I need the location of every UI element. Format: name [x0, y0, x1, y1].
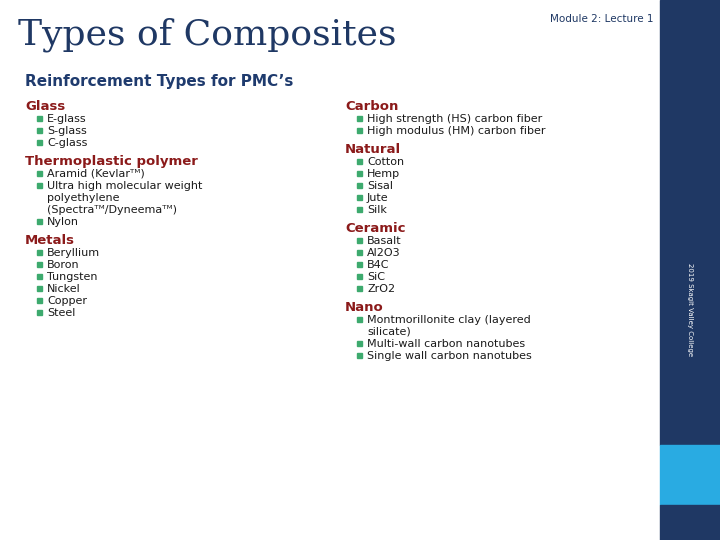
Bar — [357, 249, 362, 254]
Bar — [37, 127, 42, 132]
Bar — [37, 261, 42, 267]
Text: Metals: Metals — [25, 234, 75, 247]
Text: High strength (HS) carbon fiber: High strength (HS) carbon fiber — [367, 114, 542, 124]
Text: polyethylene: polyethylene — [47, 193, 120, 203]
Text: Ceramic: Ceramic — [345, 222, 405, 235]
Text: ZrO2: ZrO2 — [367, 284, 395, 294]
Bar — [357, 206, 362, 212]
Bar — [37, 298, 42, 302]
Bar — [357, 183, 362, 187]
Bar — [660, 505, 720, 540]
Text: Boron: Boron — [47, 260, 80, 270]
Bar — [357, 116, 362, 120]
Bar — [357, 341, 362, 346]
Text: S-glass: S-glass — [47, 126, 86, 136]
Text: Reinforcement Types for PMC’s: Reinforcement Types for PMC’s — [25, 74, 293, 89]
Bar — [37, 273, 42, 279]
Bar — [660, 445, 720, 505]
Text: Nickel: Nickel — [47, 284, 81, 294]
Text: Al2O3: Al2O3 — [367, 248, 400, 258]
Text: Basalt: Basalt — [367, 236, 402, 246]
Bar — [357, 261, 362, 267]
Text: Nylon: Nylon — [47, 217, 79, 227]
Bar — [37, 249, 42, 254]
Text: Aramid (Kevlarᵀᴹ): Aramid (Kevlarᵀᴹ) — [47, 169, 145, 179]
Text: Montmorillonite clay (layered: Montmorillonite clay (layered — [367, 315, 531, 325]
Bar — [37, 309, 42, 314]
Text: 2019 Skagit Valley College: 2019 Skagit Valley College — [687, 264, 693, 356]
Bar — [357, 159, 362, 164]
Text: Types of Composites: Types of Composites — [18, 17, 397, 51]
Bar — [357, 127, 362, 132]
Text: Module 2: Lecture 1: Module 2: Lecture 1 — [551, 14, 654, 24]
Bar — [37, 116, 42, 120]
Text: Silk: Silk — [367, 205, 387, 215]
Bar — [37, 183, 42, 187]
Text: Carbon: Carbon — [345, 100, 398, 113]
Bar — [357, 238, 362, 242]
Bar — [37, 286, 42, 291]
Text: Multi-wall carbon nanotubes: Multi-wall carbon nanotubes — [367, 339, 525, 349]
Text: E-glass: E-glass — [47, 114, 86, 124]
Bar — [37, 139, 42, 145]
Text: Thermoplastic polymer: Thermoplastic polymer — [25, 155, 198, 168]
Text: Hemp: Hemp — [367, 169, 400, 179]
Bar — [37, 171, 42, 176]
Bar — [660, 0, 720, 445]
Text: Single wall carbon nanotubes: Single wall carbon nanotubes — [367, 351, 532, 361]
Text: Tungsten: Tungsten — [47, 272, 97, 282]
Bar — [357, 316, 362, 321]
Bar — [357, 353, 362, 357]
Text: C-glass: C-glass — [47, 138, 87, 148]
Bar — [37, 219, 42, 224]
Text: B4C: B4C — [367, 260, 390, 270]
Text: Jute: Jute — [367, 193, 389, 203]
Text: Beryllium: Beryllium — [47, 248, 100, 258]
Bar — [357, 286, 362, 291]
Text: Cotton: Cotton — [367, 157, 404, 167]
Bar — [357, 194, 362, 199]
Bar — [357, 273, 362, 279]
Text: silicate): silicate) — [367, 327, 410, 337]
Bar — [357, 171, 362, 176]
Text: Sisal: Sisal — [367, 181, 393, 191]
Text: Glass: Glass — [25, 100, 66, 113]
Text: Copper: Copper — [47, 296, 87, 306]
Text: (Spectraᵀᴹ/Dyneemaᵀᴹ): (Spectraᵀᴹ/Dyneemaᵀᴹ) — [47, 205, 177, 215]
Text: SiC: SiC — [367, 272, 385, 282]
Text: Natural: Natural — [345, 143, 401, 156]
Text: Steel: Steel — [47, 308, 76, 318]
Text: High modulus (HM) carbon fiber: High modulus (HM) carbon fiber — [367, 126, 546, 136]
Text: Nano: Nano — [345, 301, 384, 314]
Text: Ultra high molecular weight: Ultra high molecular weight — [47, 181, 202, 191]
